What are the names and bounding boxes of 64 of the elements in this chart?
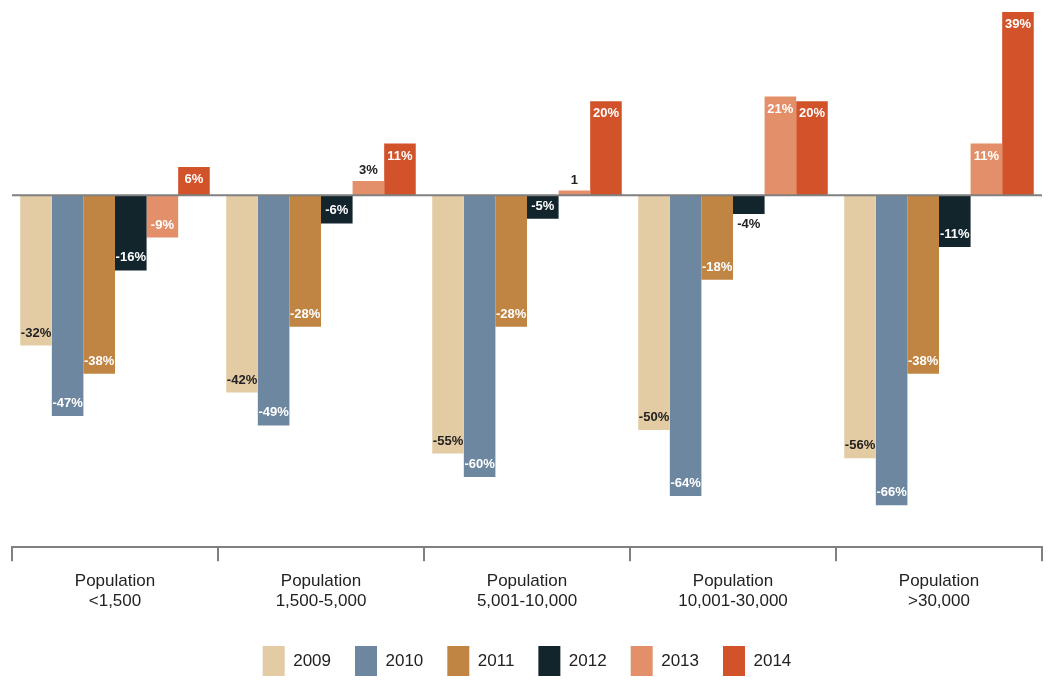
data-label: 1 — [570, 171, 578, 187]
data-label: -47% — [52, 395, 84, 411]
legend-label: 2012 — [568, 650, 607, 670]
data-label: -66% — [876, 484, 908, 500]
data-label: -50% — [638, 409, 670, 425]
data-label: -5% — [531, 197, 555, 213]
data-label: 20% — [592, 105, 620, 121]
data-label: 11% — [387, 147, 414, 163]
data-label: -32% — [20, 324, 52, 340]
bar — [844, 195, 876, 459]
data-label: -28% — [496, 305, 527, 321]
bar — [796, 101, 828, 196]
bar — [1002, 12, 1034, 196]
bar — [289, 195, 321, 327]
data-label: -18% — [702, 258, 733, 274]
bar — [115, 195, 147, 271]
data-label: -64% — [670, 474, 702, 490]
data-label: -49% — [258, 404, 290, 420]
data-label: -16% — [115, 249, 147, 265]
x-tick-label: Population 1,500-5,000 — [275, 571, 367, 611]
data-label: 20% — [798, 105, 826, 121]
data-label: 21% — [767, 100, 794, 116]
legend-label: 2009 — [293, 650, 331, 670]
x-tick-label: Population <1,500 — [74, 571, 156, 611]
legend-label: 2014 — [753, 650, 792, 670]
bar — [463, 195, 496, 478]
x-tick-label: Population 5,001-10,000 — [476, 571, 578, 611]
bar — [83, 195, 115, 374]
bar — [495, 195, 527, 327]
legend-label: 2010 — [385, 650, 424, 670]
legend-label: 2011 — [477, 650, 515, 670]
data-label: 11% — [973, 147, 1000, 163]
data-label: -11% — [939, 225, 971, 241]
bar — [939, 195, 971, 247]
data-label: 6% — [184, 171, 204, 187]
data-label: -6% — [325, 202, 349, 218]
bar — [432, 195, 464, 454]
bar — [875, 195, 908, 506]
bar — [701, 195, 733, 280]
data-label: -28% — [290, 305, 321, 321]
x-tick-label: Population 10,001-30,000 — [678, 571, 788, 611]
bar — [669, 195, 702, 496]
data-label: -9% — [150, 216, 175, 232]
data-label: 3% — [358, 162, 379, 178]
data-label: -38% — [84, 352, 115, 368]
bar — [51, 195, 84, 417]
bar — [733, 195, 765, 215]
data-label: -38% — [908, 352, 939, 368]
data-label: -4% — [737, 216, 761, 232]
data-label: -56% — [844, 437, 876, 453]
bar — [257, 195, 290, 426]
bar — [20, 195, 52, 346]
bar — [590, 101, 622, 196]
bar — [352, 181, 385, 196]
bar — [907, 195, 939, 374]
data-label: -55% — [432, 432, 464, 448]
bar — [638, 195, 670, 431]
data-label: -60% — [464, 456, 496, 472]
data-label: 39% — [1004, 16, 1032, 32]
legend-label: 2013 — [661, 650, 700, 670]
bar — [226, 195, 258, 393]
bar — [764, 96, 797, 196]
x-tick-label: Population >30,000 — [898, 571, 980, 611]
data-label: -42% — [226, 371, 258, 387]
